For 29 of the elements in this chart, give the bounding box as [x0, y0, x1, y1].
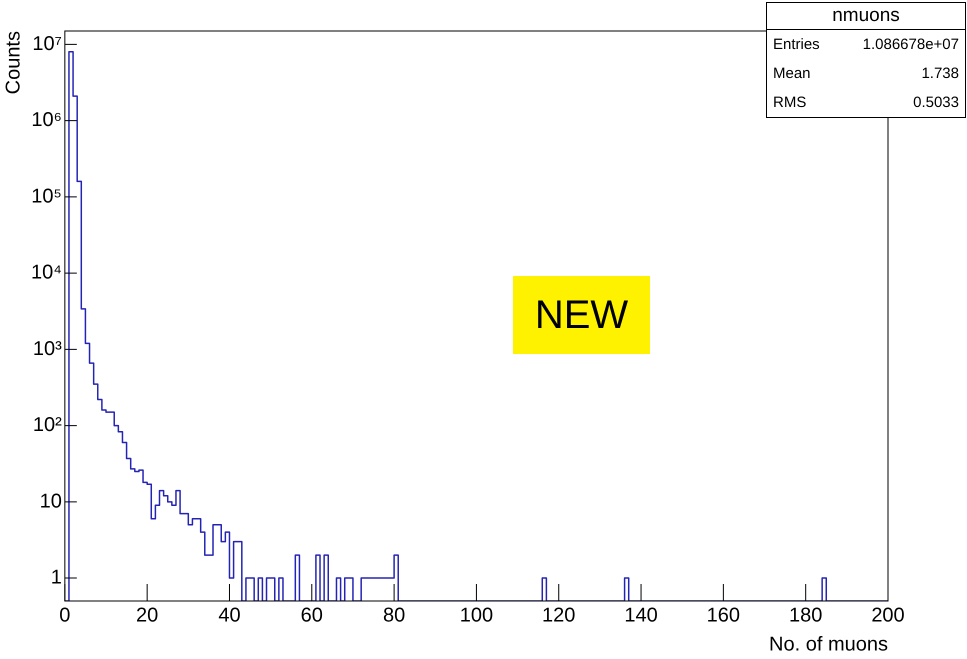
annotation: Mean — [773, 65, 811, 82]
x-tick-label: 40 — [218, 604, 241, 627]
y-tick-label: 10² — [32, 414, 62, 436]
y-tick-label: 10 — [40, 490, 62, 512]
x-tick-label: 140 — [624, 604, 658, 627]
y-tick-label: 10³ — [32, 338, 62, 360]
annotation: NEW — [513, 276, 650, 354]
text: 0.5033 — [913, 94, 959, 111]
y-tick-label: 10⁴ — [30, 262, 62, 284]
x-tick-label: 120 — [542, 604, 576, 627]
x-tick-label: 200 — [871, 604, 905, 627]
y-tick-label: 10⁵ — [31, 185, 62, 208]
x-tick-label: 100 — [460, 604, 494, 627]
x-axis-title: No. of muons — [769, 634, 888, 656]
text: 1.738 — [921, 65, 959, 82]
x-tick-label: 20 — [136, 604, 158, 627]
y-tick-label: 10⁷ — [32, 32, 62, 55]
y-tick-label: 1 — [50, 566, 62, 589]
annotation: Entries — [773, 36, 820, 53]
x-tick-label: 0 — [59, 604, 70, 627]
x-tick-label: 160 — [706, 604, 740, 627]
x-tick-label: 60 — [300, 604, 323, 627]
y-tick-label: 10⁶ — [31, 109, 62, 132]
annotation: RMS — [773, 94, 806, 111]
annotation: 1.086678e+07 — [862, 36, 959, 53]
x-tick-label: 180 — [788, 604, 822, 627]
text: nmuons — [767, 3, 965, 30]
y-axis-title: Counts — [2, 31, 25, 94]
x-tick-label: 80 — [382, 604, 406, 627]
